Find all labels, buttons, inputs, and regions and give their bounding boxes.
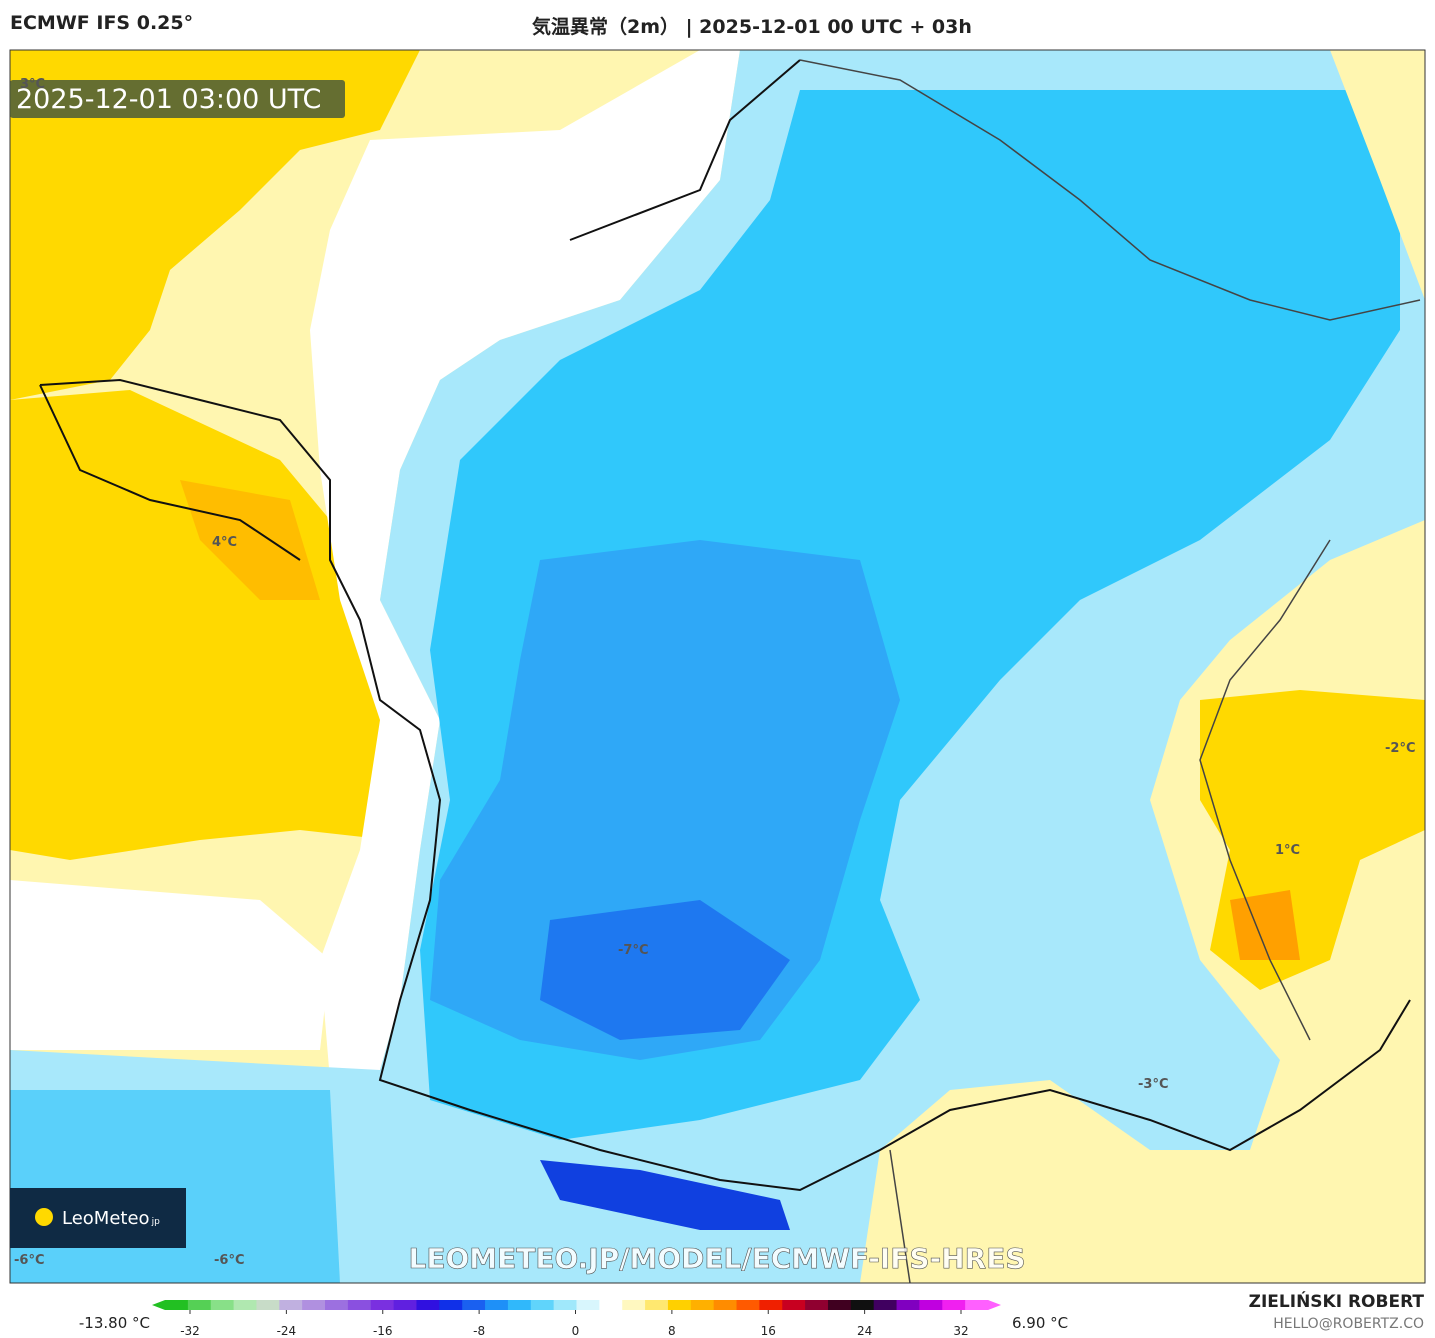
logo-sun (35, 1208, 53, 1226)
colorbar-end (988, 1300, 1001, 1310)
coastline (39, 59, 1411, 1192)
colorbar-swatch (782, 1300, 806, 1310)
colorbar-swatch (165, 1300, 189, 1310)
colorbar-swatch (233, 1300, 257, 1310)
colorbar-swatch (759, 1300, 783, 1310)
colorbar-swatch (279, 1300, 303, 1310)
colorbar-tick-label: 8 (668, 1324, 676, 1338)
colorbar-min: -13.80 °C (79, 1314, 150, 1332)
neutral-area (10, 880, 330, 1050)
map-label: -6°C (14, 1253, 44, 1268)
cold-core (430, 540, 900, 1060)
map-label: 4°C (212, 535, 237, 550)
colorbar-tick-label: 24 (857, 1324, 872, 1338)
logo-text: LeoMeteo jp (62, 1208, 160, 1229)
map-label: 3°C (20, 77, 45, 92)
logo-suffix: jp (151, 1217, 161, 1227)
colorbar-swatch (690, 1300, 715, 1310)
colorbar-swatch (965, 1300, 989, 1310)
colorbar-swatch (850, 1300, 875, 1310)
map-label: 1°C (1275, 843, 1300, 858)
colorbar-swatch (462, 1300, 486, 1310)
colorbar-end (152, 1300, 165, 1310)
colorbar-swatch (827, 1300, 852, 1310)
colorbar-swatch (302, 1300, 326, 1310)
colorbar-swatch (873, 1300, 898, 1310)
logo-name: LeoMeteo (62, 1208, 150, 1229)
map-title: 気温異常（2m） | 2025-12-01 00 UTC + 03h (532, 16, 972, 38)
colorbar-swatch (667, 1300, 692, 1310)
colorbar-swatch (622, 1300, 646, 1310)
colorbar-swatch (393, 1300, 417, 1310)
timestamp-box (10, 80, 345, 118)
colorbar-swatch (256, 1300, 280, 1310)
colorbar-swatch (187, 1300, 212, 1310)
map-label: -2°C (1385, 741, 1415, 756)
colorbar-swatch (347, 1300, 372, 1310)
colorbar-swatch (713, 1300, 738, 1310)
watermark: LEOMETEO.JP/MODEL/ECMWF-IFS-HRES (408, 1242, 1025, 1275)
colorbar-swatch (210, 1300, 235, 1310)
colorbar-swatch (370, 1300, 395, 1310)
colorbar-swatch (576, 1300, 600, 1310)
colorbar-swatch (896, 1300, 920, 1310)
map-label: -3°C (1138, 1077, 1168, 1092)
timestamp: 2025-12-01 03:00 UTC (16, 84, 321, 115)
cold-core (540, 900, 790, 1040)
colorbar-swatch (416, 1300, 440, 1310)
neutral-area (310, 50, 740, 1080)
border (799, 59, 1421, 1284)
colorbar-tick-label: -8 (473, 1324, 485, 1338)
warm-area (10, 50, 420, 400)
author: ZIELIŃSKI ROBERT (1249, 1290, 1425, 1312)
colorbar-tick-label: -32 (180, 1324, 200, 1338)
colorbar-swatch (805, 1300, 829, 1310)
warm-area (1330, 50, 1425, 300)
map-label: -6°C (214, 1253, 244, 1268)
colorbar-swatch (485, 1300, 509, 1310)
colorbar-tick-label: 32 (953, 1324, 968, 1338)
warm-core (1230, 890, 1300, 960)
colorbar-tick-label: 0 (572, 1324, 580, 1338)
map-frame (9, 49, 1426, 1284)
colorbar-tick-label: -24 (277, 1324, 297, 1338)
colorbar-tick-label: -16 (373, 1324, 393, 1338)
colorbar-swatch (553, 1300, 577, 1310)
colorbar-max: 6.90 °C (1012, 1314, 1068, 1332)
colorbar-swatch (645, 1300, 669, 1310)
colorbar-swatch (919, 1300, 943, 1310)
colorbar-swatch (325, 1300, 349, 1310)
colorbar-swatch (942, 1300, 966, 1310)
warm-core (180, 480, 320, 600)
map-label: -7°C (618, 943, 648, 958)
email: HELLO@ROBERTZ.CO (1273, 1316, 1424, 1332)
colorbar-tick-label: 16 (761, 1324, 776, 1338)
warm-area (10, 390, 400, 860)
colorbar-swatch (736, 1300, 760, 1310)
cold-area (10, 1090, 340, 1283)
colorbar-swatch (599, 1300, 623, 1310)
colorbar-swatch (439, 1300, 463, 1310)
colorbar-swatch (507, 1300, 532, 1310)
colorbar-swatch (530, 1300, 555, 1310)
model-name: ECMWF IFS 0.25° (10, 12, 194, 34)
cold-core (540, 1160, 790, 1230)
